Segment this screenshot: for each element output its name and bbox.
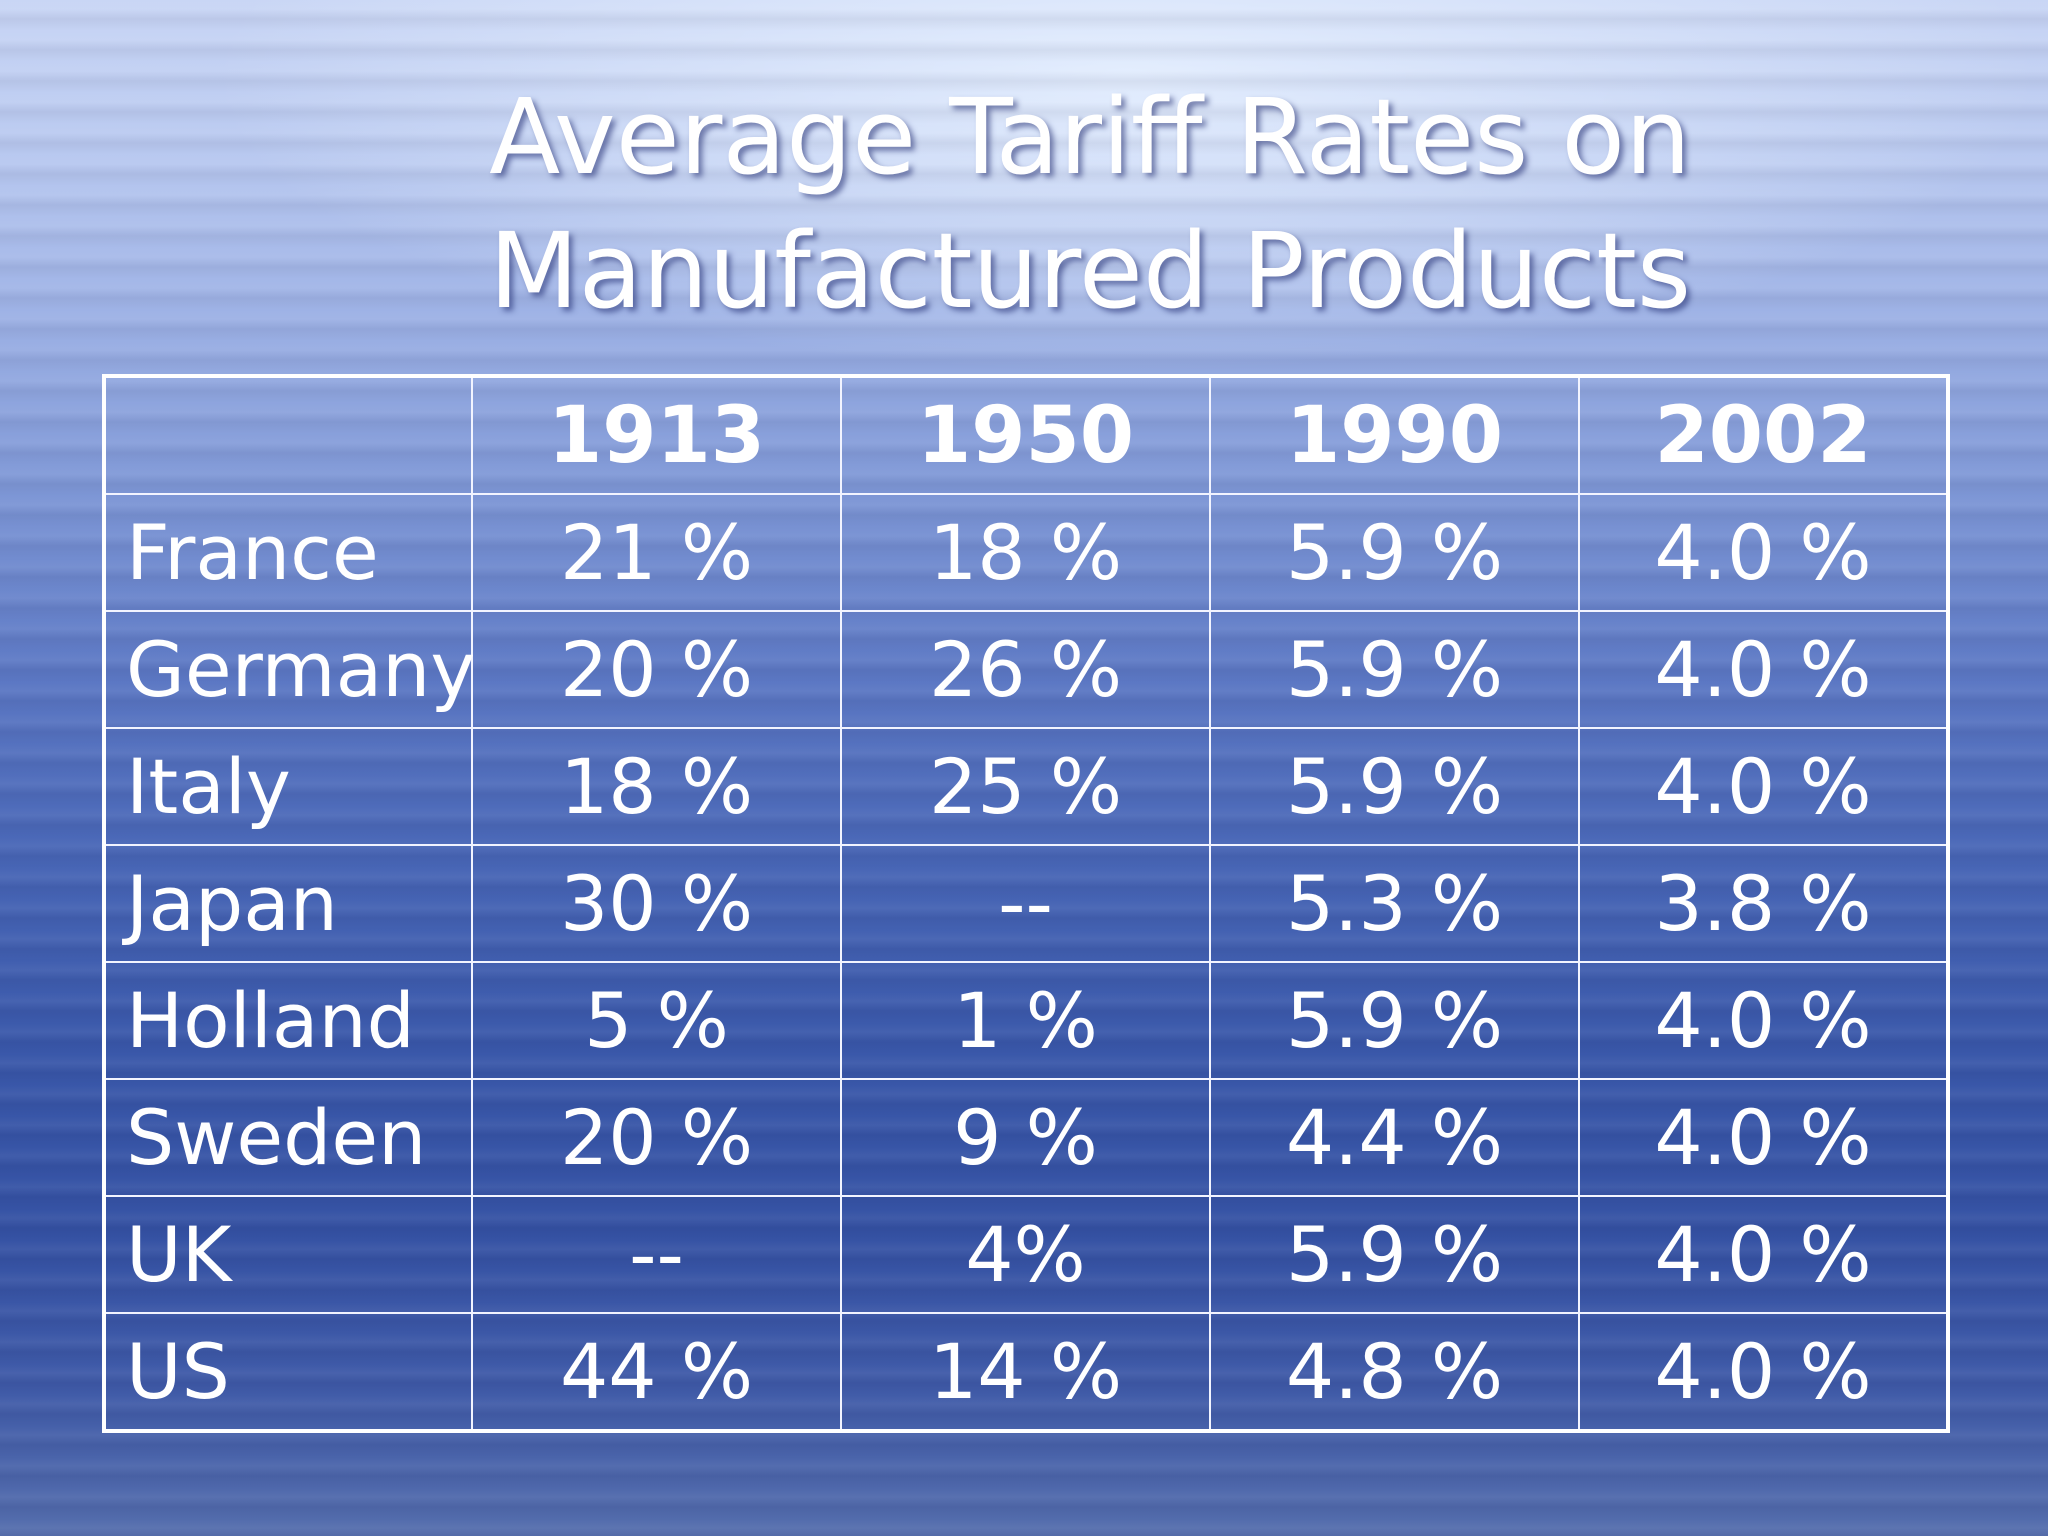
table-cell: 4.0 % <box>1578 1078 1949 1197</box>
row-label: Japan <box>103 844 473 963</box>
table-cell: 20 % <box>471 1078 842 1197</box>
table-cell: 3.8 % <box>1578 844 1949 963</box>
row-label: France <box>103 493 473 612</box>
table-cell: 4.0 % <box>1578 1195 1949 1314</box>
column-header: 2002 <box>1578 375 1949 495</box>
table-cell: 5.9 % <box>1209 493 1580 612</box>
table-cell: 4% <box>840 1195 1211 1314</box>
table-row: US 44 % 14 % 4.8 % 4.0 % <box>103 1312 1949 1432</box>
table-cell: 25 % <box>840 727 1211 846</box>
table-cell: 5.9 % <box>1209 727 1580 846</box>
table-row: Italy 18 % 25 % 5.9 % 4.0 % <box>103 727 1949 846</box>
column-header: 1913 <box>471 375 842 495</box>
table-cell: 21 % <box>471 493 842 612</box>
table-cell: 30 % <box>471 844 842 963</box>
row-label: Italy <box>103 727 473 846</box>
table-row: Germany 20 % 26 % 5.9 % 4.0 % <box>103 610 1949 729</box>
table-cell: -- <box>840 844 1211 963</box>
table-cell: 9 % <box>840 1078 1211 1197</box>
table-cell: 5.3 % <box>1209 844 1580 963</box>
column-header: 1990 <box>1209 375 1580 495</box>
table-cell: -- <box>471 1195 842 1314</box>
table-row: Sweden 20 % 9 % 4.4 % 4.0 % <box>103 1078 1949 1197</box>
tariff-table: 1913 1950 1990 2002 France 21 % 18 % 5.9… <box>102 374 1950 1433</box>
slide-title-line-1: Average Tariff Rates on <box>489 76 1691 198</box>
table-row: Japan 30 % -- 5.3 % 3.8 % <box>103 844 1949 963</box>
table-cell: 44 % <box>471 1312 842 1432</box>
table-cell: 4.0 % <box>1578 610 1949 729</box>
table-cell: 26 % <box>840 610 1211 729</box>
table-cell: 14 % <box>840 1312 1211 1432</box>
table-row: Holland 5 % 1 % 5.9 % 4.0 % <box>103 961 1949 1080</box>
table-cell: 5.9 % <box>1209 961 1580 1080</box>
slide-title-line-2: Manufactured Products <box>488 210 1692 332</box>
table-cell: 4.8 % <box>1209 1312 1580 1432</box>
table-cell: 20 % <box>471 610 842 729</box>
table-cell: 4.0 % <box>1578 493 1949 612</box>
table-cell: 4.0 % <box>1578 727 1949 846</box>
row-label: Holland <box>103 961 473 1080</box>
table-cell: 4.0 % <box>1578 1312 1949 1432</box>
table-cell: 4.0 % <box>1578 961 1949 1080</box>
row-label: Sweden <box>103 1078 473 1197</box>
table-cell: 18 % <box>840 493 1211 612</box>
table-row: France 21 % 18 % 5.9 % 4.0 % <box>103 493 1949 612</box>
table-cell: 5 % <box>471 961 842 1080</box>
table-cell: 5.9 % <box>1209 610 1580 729</box>
table-cell: 18 % <box>471 727 842 846</box>
row-label: UK <box>103 1195 473 1314</box>
row-label: Germany <box>103 610 475 729</box>
row-label: US <box>103 1312 473 1432</box>
table-row: UK -- 4% 5.9 % 4.0 % <box>103 1195 1949 1314</box>
table-cell: 5.9 % <box>1209 1195 1580 1314</box>
column-header: 1950 <box>840 375 1211 495</box>
table-corner-cell <box>103 375 473 495</box>
slide-title: Average Tariff Rates on Manufactured Pro… <box>430 70 1750 338</box>
table-cell: 4.4 % <box>1209 1078 1580 1197</box>
table-header-row: 1913 1950 1990 2002 <box>103 375 1949 495</box>
table-cell: 1 % <box>840 961 1211 1080</box>
